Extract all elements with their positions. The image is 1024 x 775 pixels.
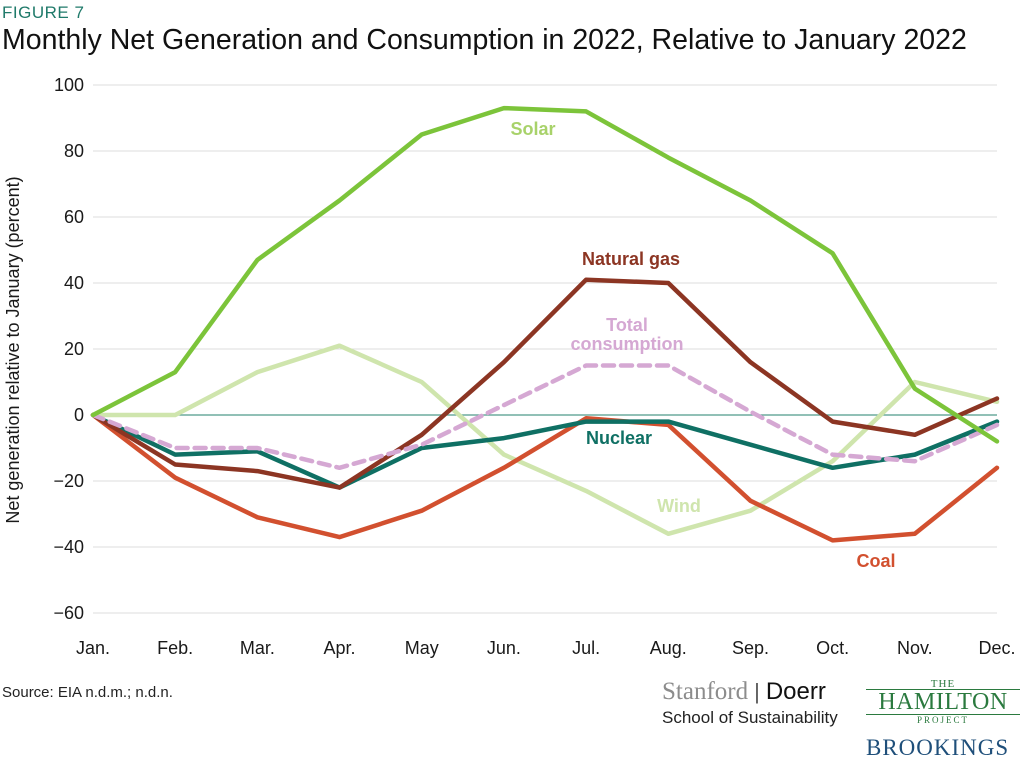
brookings-logo: BROOKINGS: [866, 735, 1010, 760]
annotation-coal: Coal: [856, 551, 895, 571]
chart-title: Monthly Net Generation and Consumption i…: [2, 24, 967, 56]
y-tick-label: 20: [64, 339, 84, 359]
stanford-wordmark: Stanford: [662, 678, 749, 705]
series-line-solar: [90, 105, 1000, 444]
series-line-nuclear: [90, 412, 1000, 490]
hamilton-the: THE: [930, 678, 956, 690]
y-tick-label: 80: [64, 141, 84, 161]
series-line-total-consumption: [90, 363, 1000, 471]
annotation-wind: Wind: [657, 496, 701, 516]
x-tick-labels: Jan. Feb. Mar. Apr. May Jun. Jul. Aug. Sep. Oct. N…: [76, 638, 1016, 658]
y-tick-label: −40: [53, 537, 84, 557]
series-line-coal: [90, 412, 1000, 543]
x-tick-label: Jun.: [487, 638, 521, 658]
series-lines: [90, 105, 1000, 543]
hamilton-name: HAMILTON: [866, 689, 1020, 715]
series-line-wind: [90, 343, 1000, 537]
x-tick-label: Jan.: [76, 638, 110, 658]
x-tick-label: Feb.: [157, 638, 193, 658]
school-of-sustainability: School of Sustainability: [662, 708, 838, 727]
annotation-consumption: consumption: [571, 334, 684, 354]
y-tick-label: −20: [53, 471, 84, 491]
y-tick-labels: 100 80 60 40 20 0 −20 −40 −60: [53, 75, 84, 623]
x-tick-label: Sep.: [732, 638, 769, 658]
annotation-nuclear: Nuclear: [586, 428, 652, 448]
doerr-wordmark: Doerr: [765, 678, 826, 705]
x-tick-label: Aug.: [650, 638, 687, 658]
figure-label: FIGURE 7: [2, 3, 85, 22]
x-tick-label: Mar.: [240, 638, 275, 658]
y-tick-label: 100: [54, 75, 84, 95]
y-tick-label: −60: [53, 603, 84, 623]
series-annotations: Solar Natural gas Total consumption Nucl…: [510, 119, 895, 571]
y-tick-label: 0: [74, 405, 84, 425]
hamilton-project: PROJECT: [916, 715, 969, 725]
hamilton-project-logo: THE HAMILTON PROJECT: [866, 679, 1020, 726]
y-tick-label: 60: [64, 207, 84, 227]
line-chart: 100 80 60 40 20 0 −20 −40 −60 Jan. Feb. Mar. Apr. Ma…: [3, 75, 1016, 658]
y-tick-label: 40: [64, 273, 84, 293]
x-tick-label: Apr.: [324, 638, 356, 658]
x-tick-label: Nov.: [897, 638, 933, 658]
source-note: Source: EIA n.d.m.; n.d.n.: [2, 684, 173, 701]
annotation-solar: Solar: [510, 119, 555, 139]
stanford-doerr-logo: Stanford | Doerr: [662, 678, 826, 705]
x-tick-label: May: [405, 638, 439, 658]
series-line-natural-gas: [90, 277, 1000, 490]
x-tick-label: Jul.: [572, 638, 600, 658]
x-tick-label: Oct.: [816, 638, 849, 658]
annotation-total: Total: [606, 315, 648, 335]
gridlines: [93, 84, 997, 614]
y-axis-label: Net generation relative to January (perc…: [3, 176, 23, 523]
x-tick-label: Dec.: [978, 638, 1015, 658]
annotation-natural-gas: Natural gas: [582, 249, 680, 269]
